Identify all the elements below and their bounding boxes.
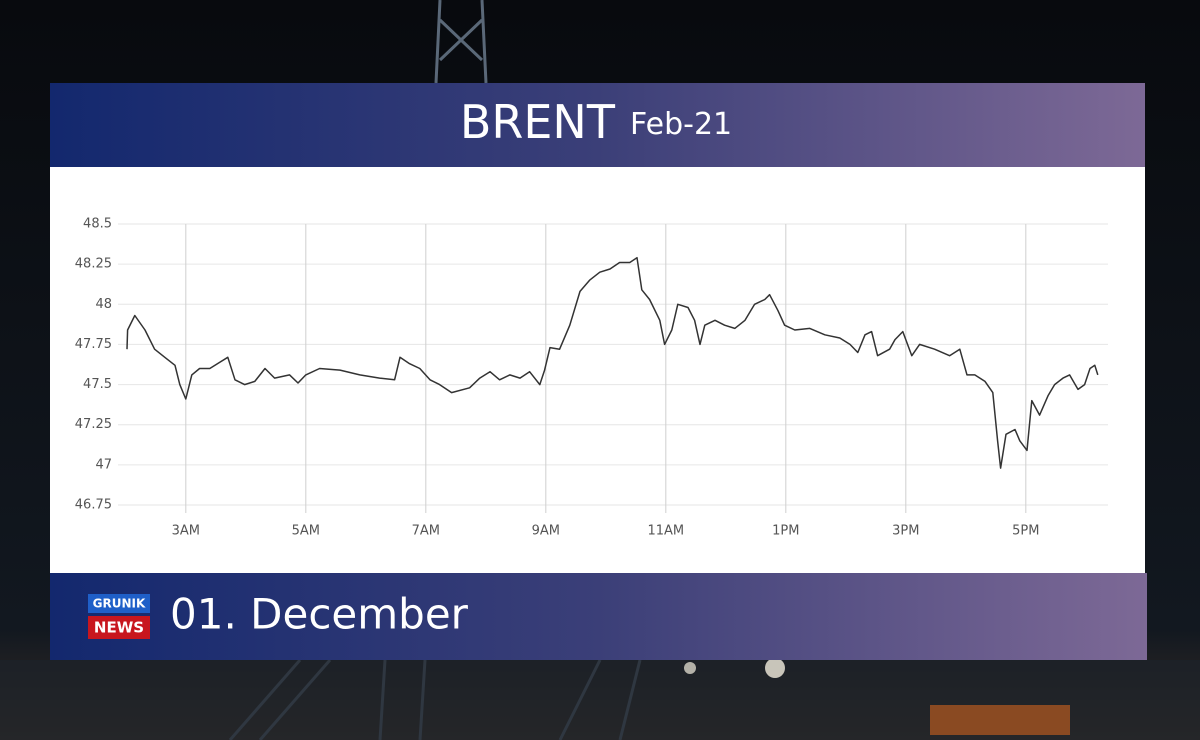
x-tick-label: 1PM — [772, 524, 799, 539]
price-line — [126, 256, 1099, 469]
logo-bottom: NEWS — [94, 619, 144, 637]
plot: 46.75 47 47.25 47.5 47.75 48 48.25 48.5 3AM 5AM 7A… — [75, 217, 1108, 539]
x-tick-label: 5AM — [292, 524, 320, 539]
date: 01. December — [170, 590, 469, 639]
x-tick-label: 9AM — [532, 524, 560, 539]
x-tick-label: 11AM — [647, 524, 684, 539]
y-tick-label: 46.75 — [75, 498, 112, 513]
y-tick-label: 47.75 — [75, 337, 112, 352]
light — [765, 658, 785, 678]
chart-panel — [50, 167, 1145, 573]
x-tick-label: 3AM — [172, 524, 200, 539]
logo-top: GRUNIK — [93, 597, 146, 611]
x-tick-label: 3PM — [892, 524, 919, 539]
chart-subtitle: Feb-21 — [630, 107, 732, 142]
y-tick-label: 47.25 — [75, 417, 112, 432]
y-tick-label: 48.25 — [75, 257, 112, 272]
light — [684, 662, 696, 674]
x-tick-label: 7AM — [412, 524, 440, 539]
container — [930, 705, 1070, 735]
y-tick-label: 48.5 — [83, 217, 112, 232]
x-tick-label: 5PM — [1012, 524, 1039, 539]
y-tick-label: 48 — [95, 297, 112, 312]
footer-bar — [50, 573, 1147, 660]
logo-bottom-box — [88, 616, 150, 639]
header-bar — [50, 83, 1145, 167]
logo-top-box — [88, 594, 150, 613]
y-tick-label: 47.5 — [83, 377, 112, 392]
y-tick-label: 47 — [95, 457, 112, 472]
chart-title-group: BRENT Feb-21 — [460, 95, 732, 149]
chart-title: BRENT — [460, 95, 616, 149]
